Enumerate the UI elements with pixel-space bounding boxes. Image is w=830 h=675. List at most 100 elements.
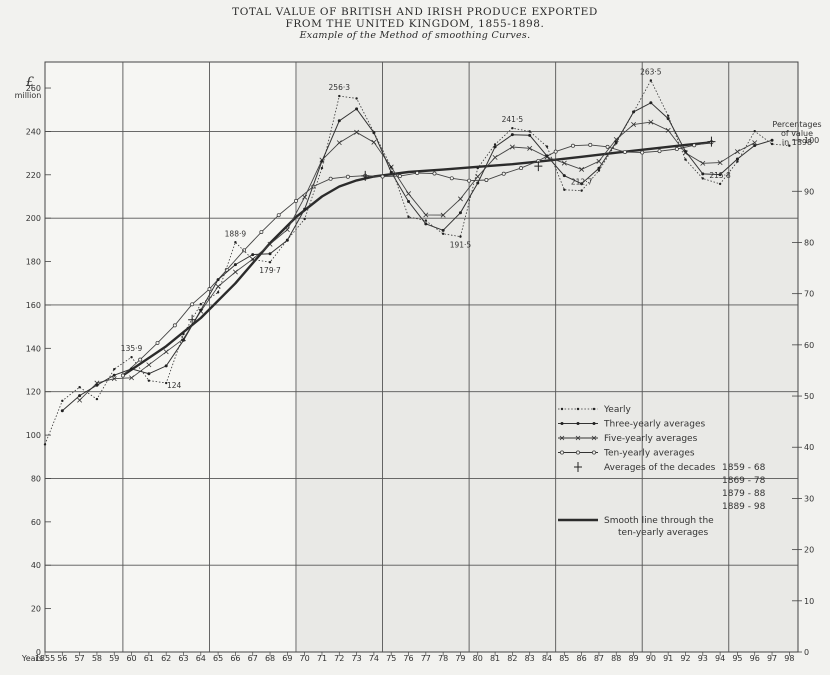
five-yearly-point bbox=[717, 160, 723, 166]
ten-yearly-point bbox=[120, 373, 125, 378]
x-tick-label: 97 bbox=[767, 654, 777, 663]
x-tick-label: 94 bbox=[715, 654, 725, 663]
left-tick-label: 140 bbox=[26, 344, 41, 353]
ten-yearly-point bbox=[449, 176, 454, 181]
data-label: 215·8 bbox=[709, 171, 731, 180]
data-label: 256·3 bbox=[329, 83, 351, 92]
five-yearly-point bbox=[232, 269, 238, 275]
five-yearly-point bbox=[700, 160, 706, 166]
yearly-point bbox=[563, 188, 566, 191]
yearly-point bbox=[182, 332, 185, 336]
yearly-point bbox=[597, 169, 601, 172]
x-tick-label: 64 bbox=[196, 654, 206, 663]
five-yearly-point bbox=[527, 145, 533, 151]
three-yearly-point bbox=[580, 182, 584, 186]
legend-swatch-decade-average bbox=[574, 462, 582, 472]
ten-yearly-point bbox=[380, 174, 385, 179]
yearly-point bbox=[95, 397, 99, 401]
x-tick-label: 91 bbox=[663, 654, 673, 663]
ten-yearly-point bbox=[588, 142, 593, 147]
yearly-point bbox=[390, 166, 393, 169]
yearly-point bbox=[684, 158, 687, 161]
ten-yearly-point bbox=[415, 171, 420, 176]
yearly-point bbox=[580, 189, 583, 192]
legend-swatch-ten-yearly-point bbox=[560, 450, 564, 455]
yearly-point bbox=[649, 79, 653, 82]
x-tick-label: 62 bbox=[161, 654, 171, 663]
legend-decade-range: 1869 - 78 bbox=[722, 476, 766, 486]
five-yearly-point bbox=[579, 166, 585, 172]
left-tick-label: 260 bbox=[26, 84, 41, 93]
yearly-point bbox=[372, 131, 376, 134]
x-tick-label: 1855 bbox=[35, 654, 55, 663]
x-tick-label: 79 bbox=[455, 654, 465, 663]
yearly-point bbox=[545, 145, 549, 148]
data-label: 263·5 bbox=[640, 67, 662, 76]
yearly-point bbox=[441, 232, 445, 235]
five-yearly-point bbox=[561, 160, 567, 166]
five-yearly-point bbox=[129, 375, 135, 381]
left-tick-label: 120 bbox=[26, 388, 41, 397]
yearly-point bbox=[113, 367, 116, 371]
five-yearly-point bbox=[267, 241, 273, 247]
yearly-point bbox=[286, 238, 289, 242]
ten-yearly-point bbox=[155, 340, 160, 345]
left-tick-label: 240 bbox=[26, 127, 41, 136]
plot-frame bbox=[44, 61, 799, 653]
x-tick-label: 61 bbox=[144, 654, 154, 663]
five-yearly-point bbox=[284, 227, 290, 233]
data-label: 191·5 bbox=[450, 241, 472, 250]
x-tick-label: 90 bbox=[646, 654, 656, 663]
x-tick-label: 96 bbox=[750, 654, 760, 663]
yearly-point bbox=[251, 258, 254, 261]
ten-yearly-point bbox=[294, 198, 298, 203]
x-tick-label: 85 bbox=[559, 654, 569, 663]
yearly-point bbox=[43, 443, 47, 446]
three-yearly-point bbox=[233, 263, 237, 267]
plot-area-right bbox=[297, 62, 798, 652]
five-yearly-point bbox=[613, 136, 619, 142]
right-tick-label: 20 bbox=[804, 546, 814, 555]
series bbox=[43, 79, 791, 446]
five-yearly-point bbox=[111, 376, 117, 382]
x-tick-label: 78 bbox=[438, 654, 448, 663]
right-axis-title: in 1898 bbox=[782, 138, 812, 147]
x-tick-label: 60 bbox=[126, 654, 136, 663]
three-yearly-point bbox=[753, 144, 757, 148]
right-axis-title: of value bbox=[781, 129, 813, 138]
legend-label-three-yearly: Three-yearly averages bbox=[603, 420, 705, 430]
yearly-point bbox=[320, 166, 324, 170]
five-yearly-point bbox=[665, 127, 671, 133]
three-yearly-point bbox=[112, 373, 116, 377]
ten-yearly-point bbox=[207, 287, 212, 292]
five-yearly-point bbox=[752, 140, 758, 146]
left-tick-label: 60 bbox=[31, 518, 41, 527]
legend-swatch-five-yearly-point bbox=[575, 435, 581, 441]
five-yearly-point bbox=[596, 158, 602, 164]
three-yearly-point bbox=[320, 159, 324, 163]
ten-yearly-point bbox=[674, 147, 679, 151]
three-yearly-point bbox=[78, 394, 82, 398]
data-label: 188·9 bbox=[225, 229, 247, 238]
legend: Yearly Three-yearly averages Five-yearly a… bbox=[558, 405, 766, 538]
three-yearly-point bbox=[199, 308, 203, 312]
x-tick-label: 67 bbox=[248, 654, 258, 663]
title-block: TOTAL VALUE OF BRITISH AND IRISH PRODUCE… bbox=[0, 6, 830, 42]
x-tick-label: 92 bbox=[680, 654, 690, 663]
chart-title: TOTAL VALUE OF BRITISH AND IRISH PRODUCE… bbox=[232, 6, 598, 18]
ten-yearly-point bbox=[640, 150, 645, 155]
three-yearly-point bbox=[424, 222, 428, 226]
legend-swatch-three-yearly-point bbox=[592, 422, 596, 425]
ten-yearly-point bbox=[484, 178, 489, 182]
x-tick-label: 89 bbox=[628, 654, 638, 663]
ten-yearly-point bbox=[432, 171, 437, 176]
x-axis-label: Years bbox=[21, 654, 43, 663]
yearly-point bbox=[770, 142, 774, 146]
three-yearly-point bbox=[649, 101, 653, 105]
yearly-point bbox=[355, 97, 358, 100]
decade-average-marker bbox=[707, 136, 716, 147]
three-yearly-point bbox=[95, 383, 99, 387]
series-yearly-line bbox=[44, 79, 790, 445]
x-tick-label: 93 bbox=[698, 654, 708, 663]
five-yearly-point bbox=[457, 196, 463, 202]
